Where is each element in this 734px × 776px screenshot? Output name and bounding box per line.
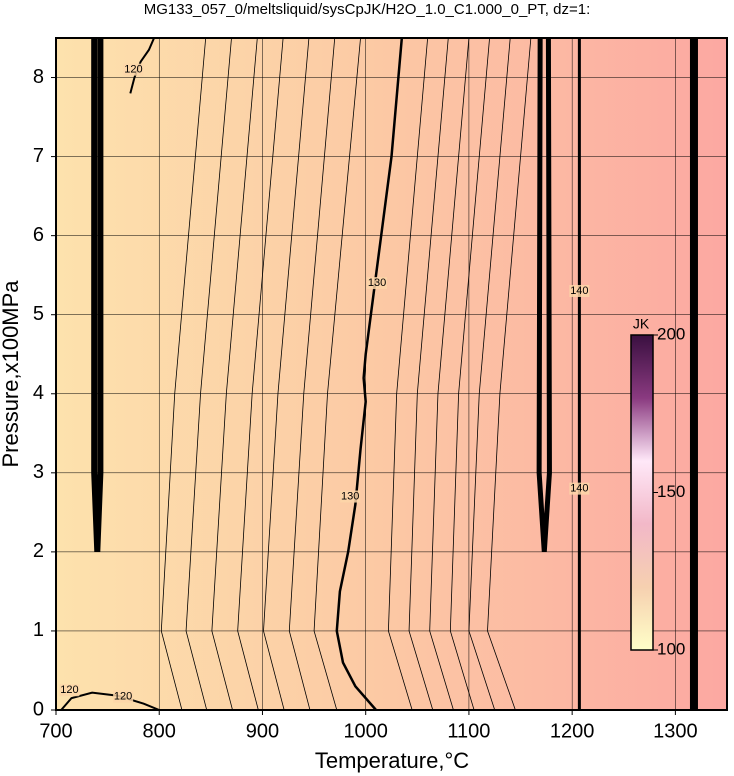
contour-line [288, 38, 336, 710]
contour-label-bg [113, 690, 134, 703]
y-tick-label: 0 [33, 698, 44, 720]
y-tick-label: 5 [33, 303, 44, 325]
x-tick-label: 800 [143, 720, 176, 742]
plot-field [56, 38, 727, 710]
contour-line [408, 38, 449, 710]
x-tick-label: 700 [39, 720, 72, 742]
x-tick-label: 1300 [653, 720, 698, 742]
y-tick-label: 7 [33, 145, 44, 167]
contour-line [429, 38, 470, 710]
contour-label: 130 [368, 277, 386, 289]
y-tick-label: 3 [33, 461, 44, 483]
plot-frame [55, 37, 728, 711]
contour-line [449, 38, 490, 710]
colorbar-tick-label: 200 [657, 324, 685, 343]
contour-line [160, 38, 207, 710]
contour-line [388, 38, 429, 710]
contour-label-bg [569, 482, 590, 495]
contour-label: 120 [60, 684, 78, 696]
contour-line [313, 38, 361, 710]
contour-line [91, 38, 104, 552]
chart-title: MG133_057_0/meltsliquid/sysCpJK/H2O_1.0_… [144, 1, 591, 18]
colorbar [630, 334, 654, 651]
x-axis-label: Temperature,°C [315, 748, 469, 773]
contour-label-bg [123, 63, 144, 76]
x-tick-label: 900 [246, 720, 279, 742]
contour-line [60, 691, 160, 710]
contour-line [263, 38, 310, 710]
contour-line [237, 38, 284, 710]
x-tick-label: 1000 [343, 720, 388, 742]
y-tick-label: 8 [33, 66, 44, 88]
contour-line [487, 38, 532, 710]
colorbar-tick-label: 150 [657, 482, 685, 501]
y-tick-label: 1 [33, 619, 44, 641]
contour-label: 130 [341, 490, 359, 502]
contour-label-bg [340, 490, 361, 503]
colorbar-label: JK [633, 316, 650, 332]
contour-label: 120 [124, 64, 142, 76]
contour-line [468, 38, 511, 710]
y-tick-label: 6 [33, 224, 44, 246]
contour-line [129, 38, 155, 94]
x-tick-label: 1100 [447, 720, 490, 742]
contours: 120 120 120 130 130 140 140 [59, 38, 698, 710]
y-axis-label: Pressure,x100MPa [0, 280, 23, 468]
colorbar-tick-label: 100 [657, 639, 685, 658]
contour-label: 120 [114, 690, 132, 702]
contour-label-bg [367, 277, 388, 290]
contour-line [536, 38, 552, 553]
y-tick-label: 2 [33, 540, 44, 562]
contour-label-bg [59, 684, 80, 697]
contour-label-bg [569, 284, 590, 297]
contour-line [185, 38, 232, 710]
contour-line [211, 38, 258, 710]
y-tick-label: 4 [33, 382, 44, 404]
contour-label: 140 [570, 285, 588, 297]
contour-label: 140 [570, 483, 588, 495]
x-tick-label: 1200 [550, 720, 595, 742]
